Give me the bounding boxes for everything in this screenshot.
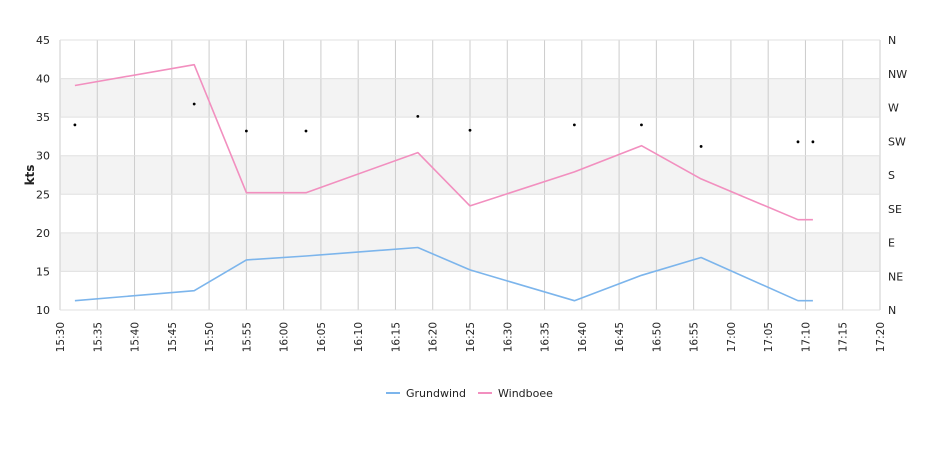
direction-point [640,123,643,127]
direction-point [244,129,248,133]
series-line-windboee [74,63,813,221]
y2-tick-label: W [888,102,899,115]
x-tick-label: 17:10 [800,322,812,352]
y2-tick-label: N [888,34,896,47]
direction-point [811,140,815,144]
x-tick-label: 15:45 [167,322,179,352]
direction-point [572,123,576,127]
x-tick-label: 16:45 [614,322,626,352]
x-tick-label: 15:35 [92,322,104,352]
y2-tick-label: NW [888,68,907,81]
x-tick-label: 16:20 [428,322,440,352]
y2-tick-label: SE [888,203,902,216]
y-tick-label: 40 [36,73,50,86]
direction-point [468,128,472,132]
y2-axis-ticks: N NE E SE S SW W NW N [888,34,907,317]
direction-point [796,140,800,144]
x-tick-label: 17:00 [726,322,738,352]
direction-point [699,145,703,148]
x-tick-label: 15:55 [241,322,253,352]
y2-tick-label: E [888,237,895,250]
x-tick-label: 17:20 [875,322,887,352]
y-tick-label: 35 [36,111,50,124]
x-tick-label: 15:30 [55,322,67,352]
x-tick-label: 16:05 [316,322,328,352]
y2-tick-label: N [888,304,896,317]
x-tick-label: 17:15 [838,322,850,352]
x-tick-label: 16:55 [689,322,701,352]
x-tick-label: 16:35 [540,322,552,352]
series-layer [74,63,813,302]
y-tick-label: 25 [36,188,50,201]
direction-point [304,129,308,133]
horizontal-gridlines [60,39,880,311]
y-tick-label: 30 [36,150,50,163]
y-tick-label: 20 [36,227,50,240]
legend-label-windboee: Windboee [498,387,553,400]
legend-label-grundwind: Grundwind [406,387,466,400]
x-axis-ticks: 15:30 15:35 15:40 15:45 15:50 15:55 16:00 16:05… [55,322,887,352]
y-tick-label: 10 [36,304,50,317]
y-tick-label: 45 [36,34,50,47]
x-tick-label: 16:25 [465,322,477,352]
x-tick-label: 16:30 [502,322,514,352]
x-tick-label: 16:50 [651,322,663,352]
y2-tick-label: NE [888,270,903,283]
x-tick-label: 16:10 [353,322,365,352]
direction-point [73,123,77,127]
x-tick-label: 15:40 [130,322,142,352]
y-axis-ticks: 10 15 20 25 30 35 40 45 [36,34,50,317]
y-axis-label: kts [23,165,37,186]
x-tick-label: 16:15 [390,322,402,352]
legend: Grundwind Windboee [386,387,553,400]
x-tick-label: 17:05 [763,322,775,352]
y2-tick-label: SW [888,135,906,148]
direction-point [192,102,196,106]
x-tick-label: 16:40 [577,322,589,352]
y-tick-label: 15 [36,265,50,278]
x-tick-label: 16:00 [279,322,291,352]
series-line-grundwind [74,246,813,302]
vertical-gridlines [59,40,881,310]
x-tick-label: 15:50 [204,322,216,352]
direction-point [416,114,420,118]
y2-tick-label: S [888,169,895,182]
direction-points-layer [73,102,815,148]
